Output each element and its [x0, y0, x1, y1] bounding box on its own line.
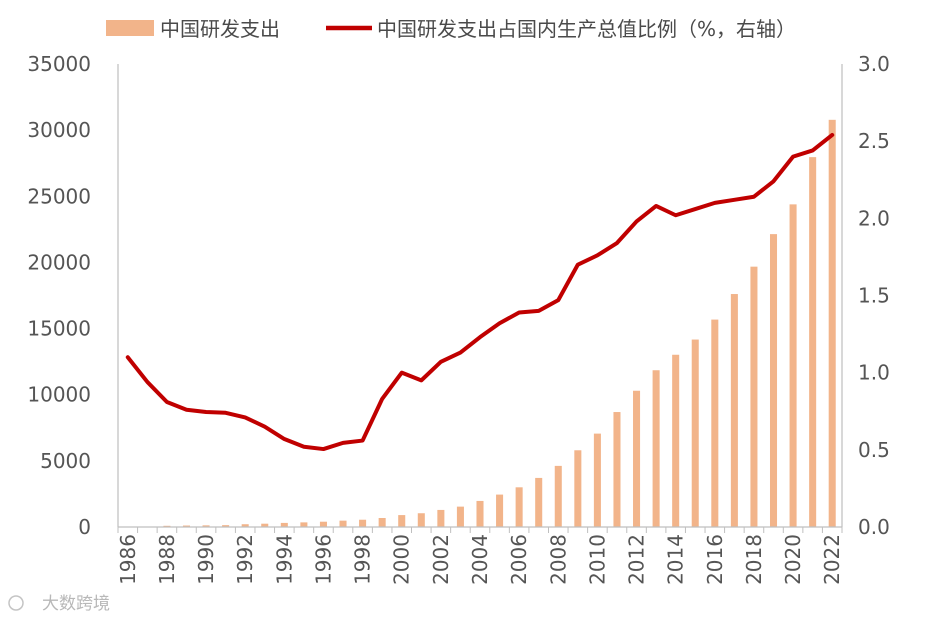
bar-2012	[633, 390, 641, 527]
axes	[117, 64, 843, 533]
x-tick-label: 1996	[311, 534, 335, 585]
line-series	[125, 132, 835, 452]
bar-2002	[437, 509, 445, 527]
bar-2008	[554, 465, 562, 527]
bar-2010	[593, 433, 601, 527]
bar-series	[163, 119, 836, 528]
y-right-tick-label: 0.0	[858, 515, 890, 539]
x-tick-label: 2016	[703, 534, 727, 585]
x-tick-label: 1990	[194, 534, 218, 585]
x-tick-label: 1998	[351, 534, 375, 585]
watermark-text: 大数跨境	[42, 594, 110, 614]
bar-2021	[809, 157, 817, 527]
y-axis-right-labels: 0.0 0.5 1.0 1.5 2.0 2.5 3.0	[858, 52, 890, 539]
bar-2006	[515, 487, 523, 527]
x-tick-label: 1988	[155, 534, 179, 585]
bar-1990	[202, 525, 210, 527]
bar-2015	[691, 339, 699, 527]
x-tick-label: 2008	[546, 534, 570, 585]
x-tick-label: 2022	[820, 534, 844, 585]
bar-1995	[300, 522, 308, 527]
x-tick-label: 2014	[664, 534, 688, 585]
bar-2022	[828, 119, 836, 527]
y-right-tick-label: 0.5	[858, 438, 890, 462]
bar-2013	[652, 370, 660, 527]
y-left-tick-label: 35000	[27, 52, 91, 76]
x-tick-label: 2020	[781, 534, 805, 585]
y-left-tick-label: 5000	[40, 449, 91, 473]
x-tick-label: 1986	[116, 534, 140, 585]
bar-2019	[769, 234, 778, 527]
x-axis-labels: 1986 1988 1990 1992 1994 1996 1998 2000 2002 2004…	[116, 534, 844, 585]
bar-1999	[378, 518, 386, 527]
bar-2005	[496, 494, 504, 527]
bar-2017	[730, 294, 738, 527]
bar-1989	[182, 525, 190, 527]
y-right-tick-label: 2.5	[858, 129, 890, 153]
bar-1993	[261, 523, 269, 527]
bar-1998	[359, 519, 367, 527]
y-right-tick-label: 2.0	[858, 206, 890, 230]
y-axis-left-labels: 0 5000 10000 15000 20000 25000 30000 35000	[27, 52, 91, 539]
bar-2020	[789, 204, 797, 528]
legend: 中国研发支出 中国研发支出占国内生产总值比例（%，右轴）	[106, 17, 796, 41]
bar-2014	[672, 354, 680, 527]
bar-1994	[280, 522, 288, 527]
y-left-tick-label: 0	[78, 515, 91, 539]
bar-2007	[535, 477, 543, 527]
bar-1997	[339, 520, 347, 527]
watermark-logo-icon	[8, 595, 24, 611]
x-tick-label: 2010	[585, 534, 609, 585]
bar-2011	[613, 412, 621, 527]
y-left-tick-label: 15000	[27, 317, 91, 341]
y-right-tick-label: 1.5	[858, 284, 890, 308]
bar-2000	[398, 515, 406, 527]
x-tick-label: 2018	[742, 534, 766, 585]
bar-1992	[241, 524, 249, 527]
x-tick-label: 2000	[390, 534, 414, 585]
legend-label-bar: 中国研发支出	[160, 17, 280, 41]
y-left-tick-label: 30000	[27, 118, 91, 142]
x-tick-label: 1994	[272, 534, 296, 585]
bar-2001	[417, 513, 425, 527]
bar-2004	[476, 500, 484, 527]
bar-1996	[319, 521, 327, 527]
y-left-tick-label: 10000	[27, 383, 91, 407]
y-right-tick-label: 3.0	[858, 52, 890, 76]
bar-2016	[711, 319, 719, 527]
bar-2009	[574, 450, 582, 527]
x-tick-label: 2004	[468, 534, 492, 585]
x-tick-label: 2012	[625, 534, 649, 585]
legend-label-line: 中国研发支出占国内生产总值比例（%，右轴）	[377, 17, 796, 41]
bar-1991	[222, 525, 230, 527]
y-right-tick-label: 1.0	[858, 361, 890, 385]
y-left-tick-label: 20000	[27, 250, 91, 274]
x-tick-label: 2006	[507, 534, 531, 585]
x-tick-label: 1992	[233, 534, 257, 585]
x-tick-label: 2002	[429, 534, 453, 585]
watermark: 大数跨境	[8, 594, 110, 614]
y-left-tick-label: 25000	[27, 184, 91, 208]
gdp-ratio-line	[125, 132, 835, 452]
bar-2003	[456, 506, 464, 527]
bar-2018	[750, 266, 758, 527]
legend-swatch-bar	[106, 20, 154, 36]
